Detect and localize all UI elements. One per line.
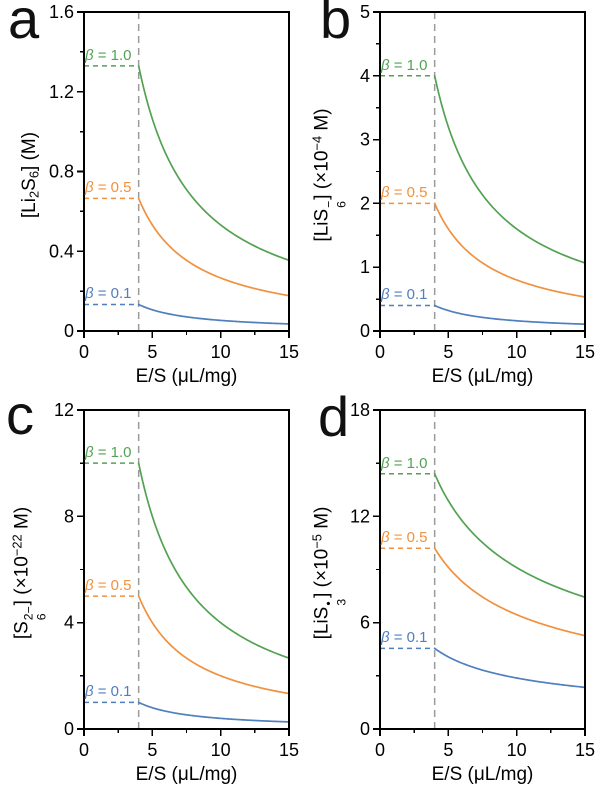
x-tick-label: 15 xyxy=(279,740,299,760)
beta-label-beta-0.1: β = 0.1 xyxy=(85,285,132,303)
y-tick-label: 0 xyxy=(360,719,370,739)
x-tick-label: 0 xyxy=(79,342,89,362)
beta-label-beta-1.0: β = 1.0 xyxy=(381,56,428,74)
x-tick-label: 10 xyxy=(507,740,527,760)
x-tick-label: 15 xyxy=(575,740,595,760)
x-tick-label: 10 xyxy=(211,740,231,760)
beta-label-beta-1.0: β = 1.0 xyxy=(85,46,132,64)
panel-letter-c: c xyxy=(6,383,34,446)
x-tick-label: 10 xyxy=(211,342,231,362)
x-axis-title-c: E/S (μL/mg) xyxy=(135,764,238,785)
y-tick-label: 0 xyxy=(64,321,74,341)
x-tick-label: 5 xyxy=(443,342,453,362)
panel-letter-d: d xyxy=(318,385,350,448)
curve-beta-0.5 xyxy=(433,202,586,298)
panel-a: 0 5 10 15 0 0.4 0.8 1.2 1.6 β = 1.0 β = 0.5 β = 0.1… xyxy=(0,0,300,398)
x-tick-label: 15 xyxy=(575,342,595,362)
curve-beta-1.0 xyxy=(137,462,290,659)
curve-beta-1.0 xyxy=(137,64,290,262)
y-tick-label: 12 xyxy=(54,400,74,420)
y-tick-label: 5 xyxy=(360,2,370,22)
curve-beta-1.0 xyxy=(433,74,586,264)
y-axis-title-b: [LiS −6] (×10−4 M) xyxy=(309,107,349,242)
y-tick-label: 6 xyxy=(360,613,370,633)
x-tick-label: 0 xyxy=(79,740,89,760)
panel-c: 0 5 10 15 0 4 8 12 β = 1.0 β = 0.5 β = 0.1 [S 2− 6] (… xyxy=(0,398,300,796)
curve-beta-0.5 xyxy=(137,595,290,695)
y-tick-label: 2 xyxy=(360,193,370,213)
x-tick-label: 0 xyxy=(375,740,385,760)
x-tick-label: 5 xyxy=(443,740,453,760)
y-tick-label: 0 xyxy=(64,719,74,739)
curve-beta-0.1 xyxy=(137,303,290,325)
x-tick-label: 15 xyxy=(279,342,299,362)
plot-b: 0 5 10 15 0 1 2 3 4 5 xyxy=(360,2,595,362)
beta-label-beta-1.0: β = 1.0 xyxy=(85,444,132,462)
y-tick-label: 1.6 xyxy=(49,2,74,22)
curve-beta-0.5 xyxy=(137,197,290,297)
plot-d: 0 5 10 15 0 6 12 18 xyxy=(350,400,595,760)
panel-letter-b: b xyxy=(320,0,352,50)
panel-b: 0 5 10 15 0 1 2 3 4 5 β = 1.0 β = 0.5 β = 0.1 [LiS −6]… xyxy=(300,0,600,398)
plot-c: 0 5 10 15 0 4 8 12 xyxy=(54,400,299,760)
y-axis-title-c: [S 2− 6] (×10−22 M) xyxy=(9,506,49,639)
beta-label-beta-1.0: β = 1.0 xyxy=(381,454,428,472)
beta-label-beta-0.5: β = 0.5 xyxy=(381,529,428,547)
x-tick-label: 5 xyxy=(147,342,157,362)
panel-d: 0 5 10 15 0 6 12 18 β = 1.0 β = 0.5 β = 0.1 [LiS • 3]… xyxy=(300,398,600,796)
y-tick-label: 18 xyxy=(350,400,370,420)
y-tick-label: 0.8 xyxy=(49,162,74,182)
beta-label-beta-0.1: β = 0.1 xyxy=(381,629,428,647)
y-tick-label: 3 xyxy=(360,130,370,150)
beta-label-beta-0.5: β = 0.5 xyxy=(85,179,132,197)
y-tick-label: 4 xyxy=(64,613,74,633)
y-tick-label: 8 xyxy=(64,506,74,526)
x-tick-label: 10 xyxy=(507,342,527,362)
y-tick-label: 4 xyxy=(360,66,370,86)
x-axis-title-d: E/S (μL/mg) xyxy=(431,764,534,785)
beta-label-beta-0.5: β = 0.5 xyxy=(85,577,132,595)
curve-beta-0.1 xyxy=(433,304,586,326)
curve-beta-0.1 xyxy=(433,647,586,689)
x-axis-title-b: E/S (μL/mg) xyxy=(431,366,534,387)
y-tick-label: 1.2 xyxy=(49,82,74,102)
curve-beta-0.1 xyxy=(137,701,290,723)
y-tick-label: 12 xyxy=(350,506,370,526)
x-tick-label: 5 xyxy=(147,740,157,760)
y-tick-label: 0 xyxy=(360,321,370,341)
beta-label-beta-0.1: β = 0.1 xyxy=(85,683,132,701)
curve-beta-0.5 xyxy=(433,547,586,637)
beta-label-beta-0.1: β = 0.1 xyxy=(381,286,428,304)
curve-beta-1.0 xyxy=(433,472,586,599)
y-axis-title-d: [LiS • 3] (×10−5 M) xyxy=(309,506,349,639)
y-tick-label: 1 xyxy=(360,257,370,277)
panel-letter-a: a xyxy=(8,0,40,50)
beta-label-beta-0.5: β = 0.5 xyxy=(381,184,428,202)
x-tick-label: 0 xyxy=(375,342,385,362)
y-axis-title-a: [Li2S6] (M) xyxy=(19,131,42,218)
x-axis-title-a: E/S (μL/mg) xyxy=(135,366,238,387)
plot-a: 0 5 10 15 0 0.4 0.8 1.2 1.6 xyxy=(49,2,299,362)
y-tick-label: 0.4 xyxy=(49,241,74,261)
